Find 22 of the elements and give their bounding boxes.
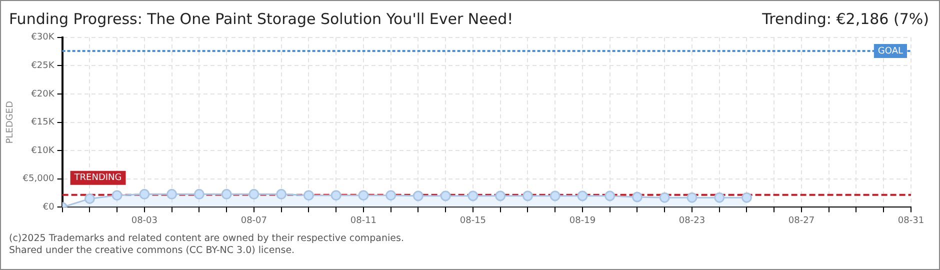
x-tick-label: 08-23 bbox=[678, 216, 706, 226]
y-axis-title: PLEDGED bbox=[6, 100, 16, 144]
y-tick-label: €15K bbox=[31, 118, 56, 128]
x-tick-label: 08-11 bbox=[350, 216, 377, 226]
y-tick-label: €25K bbox=[31, 61, 56, 72]
text: (c)2025 Trademarks and related content are owned by their respective companies. bbox=[9, 233, 405, 245]
text: Shared under the creative commons (CC BY-NC 3.0) license. bbox=[9, 245, 296, 257]
text: Trending: €2,186 (7%) bbox=[762, 10, 929, 29]
y-tick-label: €20K bbox=[31, 89, 56, 100]
x-tick-label: 08-19 bbox=[569, 216, 596, 226]
y-tick-label: €5,000 bbox=[22, 174, 55, 184]
x-tick-label: 08-07 bbox=[240, 216, 268, 226]
y-tick-label: €0 bbox=[42, 202, 55, 213]
y-tick-label: €30K bbox=[31, 32, 56, 43]
y-tick-label: €10K bbox=[31, 146, 56, 156]
x-tick-label: 08-03 bbox=[131, 216, 158, 226]
ref-line-label: GOAL bbox=[878, 46, 904, 56]
x-tick-label: 08-15 bbox=[460, 216, 486, 226]
chart-title: Funding Progress: The One Paint Storage Solution You'll Ever Need! bbox=[9, 10, 514, 29]
x-tick-label: 08-27 bbox=[788, 216, 815, 226]
x-tick-label: 08-31 bbox=[898, 216, 924, 226]
ref-line-label: TRENDING bbox=[73, 173, 122, 184]
